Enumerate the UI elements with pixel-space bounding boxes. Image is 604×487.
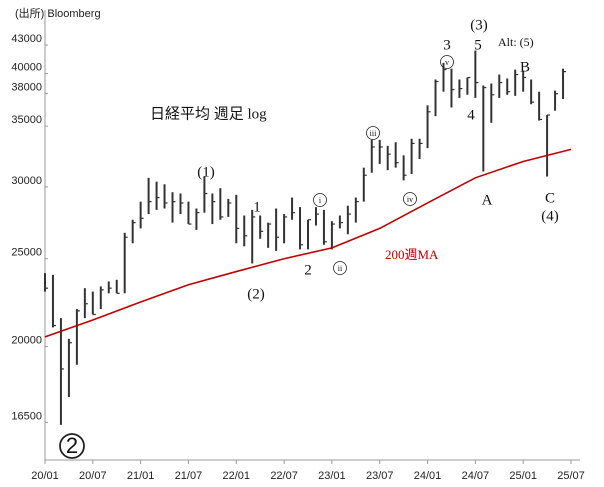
x-tick-label: 23/07 bbox=[366, 470, 394, 482]
chart-title: 日経平均 週足 log bbox=[150, 105, 267, 122]
annotation: A bbox=[482, 192, 493, 208]
y-tick-label: 43000 bbox=[11, 33, 42, 45]
source: (出所) Bloomberg bbox=[15, 6, 101, 20]
annotation: i bbox=[319, 196, 322, 205]
x-tick-label: 22/01 bbox=[223, 470, 251, 482]
x-tick-label: 25/01 bbox=[509, 470, 537, 482]
annotation: (1) bbox=[197, 164, 215, 180]
x-tick-label: 20/01 bbox=[31, 470, 59, 482]
x-tick-label: 22/07 bbox=[270, 470, 298, 482]
annotation-circle bbox=[440, 55, 454, 69]
annotation: 5 bbox=[474, 37, 482, 53]
x-tick-label: 20/07 bbox=[79, 470, 107, 482]
y-tick-label: 30000 bbox=[11, 175, 42, 187]
annotation-circle bbox=[403, 192, 417, 206]
annotation-circle bbox=[333, 261, 347, 275]
y-tick-label: 35000 bbox=[11, 114, 42, 126]
y-tick-label: 25000 bbox=[11, 247, 42, 259]
annotation: 4 bbox=[467, 107, 475, 123]
y-tick-label: 38000 bbox=[11, 82, 42, 94]
annotation: C bbox=[545, 190, 555, 206]
annotation: ii bbox=[338, 264, 343, 273]
annotation: 2 bbox=[66, 433, 78, 458]
x-tick-label: 24/07 bbox=[462, 470, 490, 482]
x-tick-label: 25/07 bbox=[557, 470, 585, 482]
x-tick-label: 21/01 bbox=[127, 470, 155, 482]
annotation: 2 bbox=[304, 262, 312, 278]
annotation-circle bbox=[313, 193, 327, 207]
annotation: (3) bbox=[470, 17, 488, 33]
x-tick-label: 23/01 bbox=[318, 470, 346, 482]
annotation-circle bbox=[366, 126, 380, 140]
annotation: Alt: (5) bbox=[498, 35, 534, 49]
y-tick-label: 40000 bbox=[11, 61, 42, 73]
annotation: iii bbox=[370, 129, 377, 138]
annotation: 3 bbox=[443, 37, 451, 53]
annotation: (2) bbox=[247, 286, 265, 302]
annotation-circle bbox=[59, 433, 85, 459]
ma-label: 200週MA bbox=[385, 247, 439, 262]
annotation: (4) bbox=[541, 208, 559, 224]
y-tick-label: 16500 bbox=[11, 410, 42, 422]
annotation: 1 bbox=[253, 199, 261, 215]
annotation: B bbox=[520, 59, 530, 75]
x-tick-label: 21/07 bbox=[175, 470, 203, 482]
y-tick-label: 20000 bbox=[11, 335, 42, 347]
annotation: iv bbox=[407, 195, 413, 204]
ma-line bbox=[44, 148, 572, 338]
annotation: v bbox=[445, 58, 449, 67]
x-tick-label: 24/01 bbox=[414, 470, 442, 482]
